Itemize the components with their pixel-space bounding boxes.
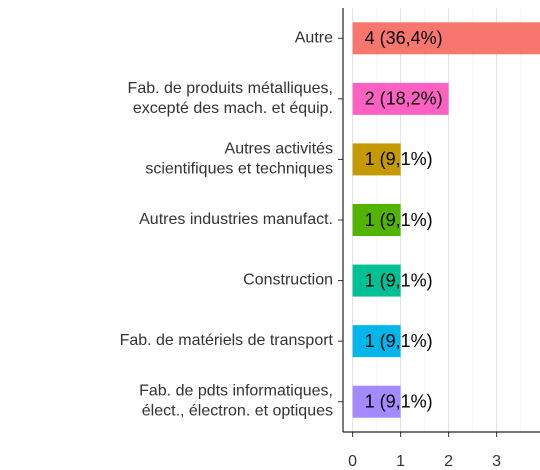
y-tick-label-line: Fab. de pdts informatiques,	[139, 383, 333, 400]
bar	[352, 204, 401, 236]
y-tick-label: Fab. de produits métalliques, excepté des…	[128, 80, 333, 117]
x-tick-label: 1	[396, 453, 405, 470]
y-tick-label: Autres industries manufact.	[139, 211, 333, 228]
value-label: 4 (36,4%)	[365, 28, 443, 48]
y-tick-label: Fab. de matériels de transport	[120, 332, 334, 349]
bar	[352, 264, 401, 297]
y-tick-label-line: Construction	[243, 272, 333, 289]
bar	[352, 22, 540, 55]
value-label: 1 (9,1%)	[365, 331, 433, 351]
y-tick-label-line: élect., électron. et optiques	[142, 403, 333, 420]
y-tick-label: Autre	[295, 30, 333, 47]
bar	[352, 82, 449, 115]
y-tick-label: Autres activités scientifiques et techniq…	[145, 141, 333, 178]
x-tick-label: 3	[492, 453, 501, 470]
x-tick-label: 0	[348, 453, 357, 470]
y-tick-label-line: scientifiques et techniques	[145, 161, 333, 178]
bar	[352, 143, 401, 176]
value-label: 1 (9,1%)	[365, 391, 433, 411]
value-label: 1 (9,1%)	[365, 270, 433, 290]
value-label: 1 (9,1%)	[365, 210, 433, 230]
y-tick-label-line: Autre	[295, 30, 333, 47]
y-tick-label-line: Autres industries manufact.	[139, 211, 333, 228]
value-label: 1 (9,1%)	[365, 149, 433, 169]
bar	[352, 385, 401, 418]
y-tick-label-line: excepté des mach. et équip.	[133, 100, 333, 117]
bar	[352, 325, 401, 358]
value-label: 2 (18,2%)	[365, 89, 443, 109]
y-tick-label-line: Fab. de matériels de transport	[120, 332, 334, 349]
y-tick-label-line: Autres activités	[225, 141, 333, 158]
x-tick-label: 2	[444, 453, 453, 470]
y-tick-label: Fab. de pdts informatiques, élect., élect…	[139, 383, 333, 420]
y-tick-label-line: Fab. de produits métalliques,	[128, 80, 333, 97]
y-tick-label: Construction	[243, 272, 333, 289]
